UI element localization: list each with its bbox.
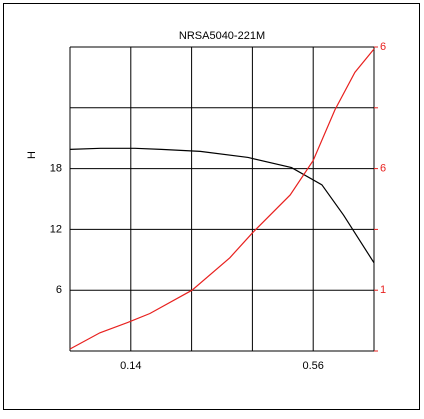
x-tick-label: 0.14 [120,360,141,372]
y-axis-label: H [26,151,38,159]
series-line [69,48,375,350]
y-tick-label: 6 [56,284,62,296]
y2-tick-label: 6 [380,163,386,175]
y-tick-label: 12 [50,223,62,235]
y2-tick-label: 1 [380,284,386,296]
series-line [69,147,375,264]
y2-tick-label: 6 [380,41,386,53]
chart-title: NRSA5040-221M [179,30,265,42]
frame [3,3,420,410]
x-tick-label: 0.56 [302,360,323,372]
y-tick-label: 18 [50,163,62,175]
